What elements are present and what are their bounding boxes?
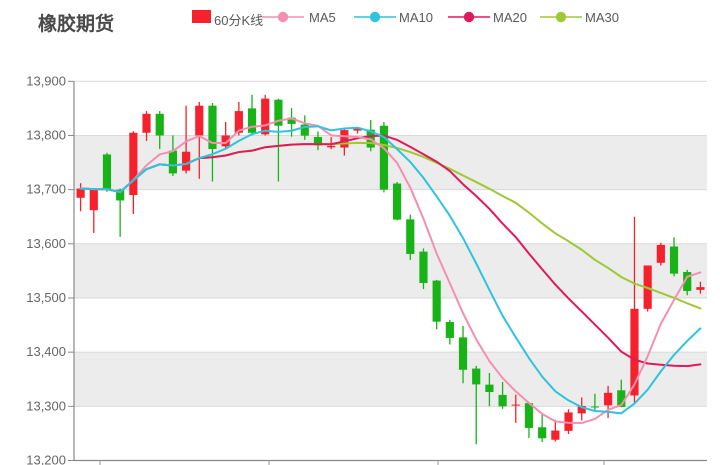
svg-text:13,200: 13,200 xyxy=(26,453,66,465)
svg-text:13,700: 13,700 xyxy=(26,182,66,197)
svg-text:13,600: 13,600 xyxy=(26,236,66,251)
svg-text:13,400: 13,400 xyxy=(26,344,66,359)
svg-text:13,900: 13,900 xyxy=(26,73,66,88)
svg-text:13,800: 13,800 xyxy=(26,127,66,142)
svg-text:13,500: 13,500 xyxy=(26,290,66,305)
svg-text:13,300: 13,300 xyxy=(26,398,66,413)
